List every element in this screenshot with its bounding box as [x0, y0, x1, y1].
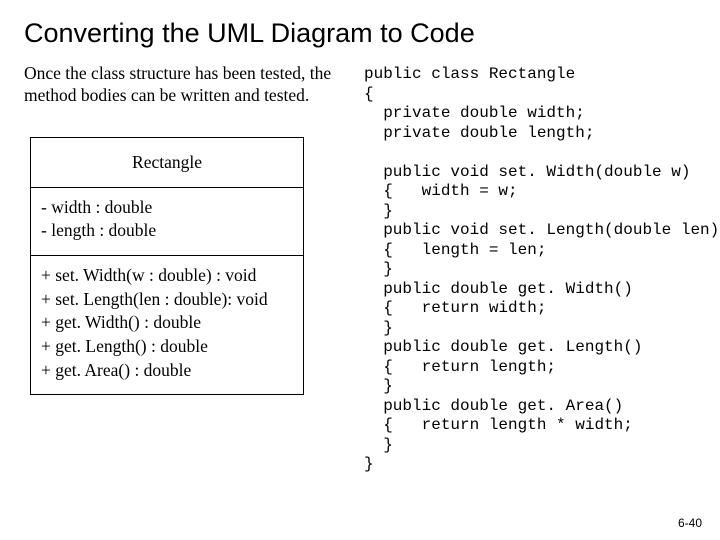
code-line: }	[364, 377, 393, 395]
slide-title: Converting the UML Diagram to Code	[24, 18, 696, 49]
code-line: }	[364, 319, 393, 337]
left-column: Once the class structure has been tested…	[24, 63, 352, 475]
code-line: }	[364, 260, 393, 278]
code-line: }	[364, 202, 393, 220]
uml-method: + set. Width(w : double) : void	[41, 264, 293, 288]
uml-attr: - width : double	[41, 196, 293, 220]
uml-attr: - length : double	[41, 219, 293, 243]
code-line: public class Rectangle	[364, 65, 575, 83]
code-line: public void set. Length(double len)	[364, 221, 719, 239]
code-block: public class Rectangle { private double …	[364, 63, 719, 475]
uml-method: + set. Length(len : double): void	[41, 288, 293, 312]
code-line: {	[364, 85, 374, 103]
slide-number: 6-40	[678, 516, 702, 530]
uml-class-diagram: Rectangle - width : double - length : do…	[30, 137, 304, 395]
uml-class-name: Rectangle	[31, 138, 303, 188]
code-line: { return width;	[364, 299, 546, 317]
code-line: }	[364, 436, 393, 454]
code-line: public double get. Width()	[364, 280, 633, 298]
code-line: { return length;	[364, 358, 556, 376]
code-line: { length = len;	[364, 241, 546, 259]
code-line: }	[364, 455, 374, 473]
code-line: public double get. Length()	[364, 338, 642, 356]
uml-methods: + set. Width(w : double) : void + set. L…	[31, 256, 303, 394]
code-line: public void set. Width(double w)	[364, 163, 690, 181]
code-line: public double get. Area()	[364, 397, 623, 415]
code-line: private double length;	[364, 124, 594, 142]
intro-text: Once the class structure has been tested…	[24, 63, 352, 107]
uml-method: + get. Area() : double	[41, 359, 293, 383]
uml-attributes: - width : double - length : double	[31, 188, 303, 256]
code-line: private double width;	[364, 104, 585, 122]
code-line: { width = w;	[364, 182, 518, 200]
code-line: { return length * width;	[364, 416, 633, 434]
content-row: Once the class structure has been tested…	[24, 63, 696, 475]
slide: Converting the UML Diagram to Code Once …	[0, 0, 720, 540]
uml-method: + get. Width() : double	[41, 311, 293, 335]
uml-method: + get. Length() : double	[41, 335, 293, 359]
